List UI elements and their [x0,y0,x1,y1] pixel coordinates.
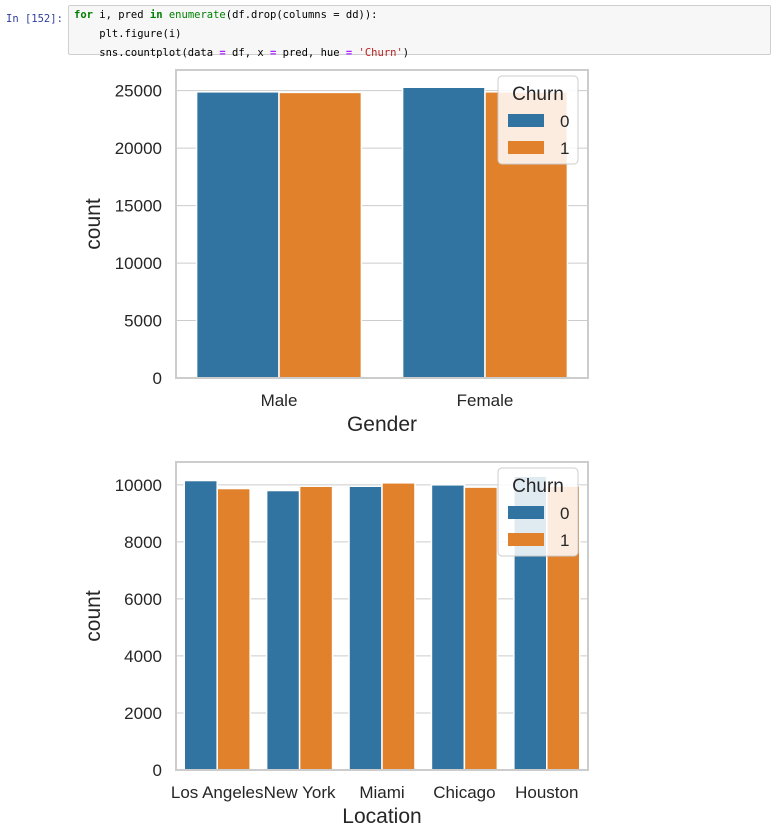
bar [183,479,218,771]
legend-label: 1 [560,531,569,550]
x-tick-label: Female [457,391,514,410]
y-tick-label: 25000 [115,82,162,101]
y-tick-label: 8000 [124,533,162,552]
bar [298,485,334,771]
legend-swatch [508,141,544,154]
bar [278,91,363,379]
y-tick-label: 6000 [124,590,162,609]
y-tick-label: 0 [153,369,162,388]
x-axis-label: Gender [347,413,417,436]
bar [348,485,383,771]
cell-output: 0 5000 10000 15000 20000 25000 Male Female Gende… [68,60,608,833]
x-tick-label: Los Angeles [171,783,264,802]
bar [463,486,499,771]
bar [216,487,251,771]
code-line-2: plt.figure(i) [74,28,182,40]
plot-frame [175,69,589,379]
y-tick-label: 0 [153,761,162,780]
legend-title: Churn [512,476,564,497]
code-line-3: sns.countplot(data = df, x = pred, hue =… [74,47,410,59]
bar [381,482,416,771]
x-tick-label: Male [261,391,298,410]
y-axis-label: count [82,590,105,642]
bar [195,91,280,379]
legend-title: Churn [512,84,564,105]
x-tick-label: Houston [515,783,578,802]
bar [430,484,466,771]
cell-prompt: In [152]: [6,13,63,25]
code-cell-editor[interactable]: for i, pred in enumerate(df.drop(columns… [68,5,771,59]
legend-label: 0 [560,112,569,131]
code-line-1: for i, pred in enumerate(df.drop(columns… [74,9,378,21]
y-tick-label: 2000 [124,704,162,723]
y-axis-label: count [82,198,105,250]
x-tick-label: New York [264,783,336,802]
y-tick-label: 15000 [115,197,162,216]
legend-swatch [508,533,544,546]
y-tick-label: 10000 [115,254,162,273]
y-tick-label: 5000 [124,312,162,331]
legend-swatch [508,114,544,127]
x-axis-label: Location [342,805,421,828]
bar [401,86,486,379]
y-tick-label: 4000 [124,647,162,666]
legend-swatch [508,506,544,519]
x-tick-label: Chicago [433,783,495,802]
plot-frame [175,461,589,771]
y-tick-label: 20000 [115,139,162,158]
location-countplot: 0 2000 4000 6000 8000 10000 Los Angeles New Yor… [82,461,589,828]
bar [265,489,301,771]
legend-label: 0 [560,504,569,523]
y-tick-label: 10000 [115,476,162,495]
gender-countplot: 0 5000 10000 15000 20000 25000 Male Female Gende… [82,69,589,436]
x-tick-label: Miami [359,783,404,802]
legend-label: 1 [560,139,569,158]
